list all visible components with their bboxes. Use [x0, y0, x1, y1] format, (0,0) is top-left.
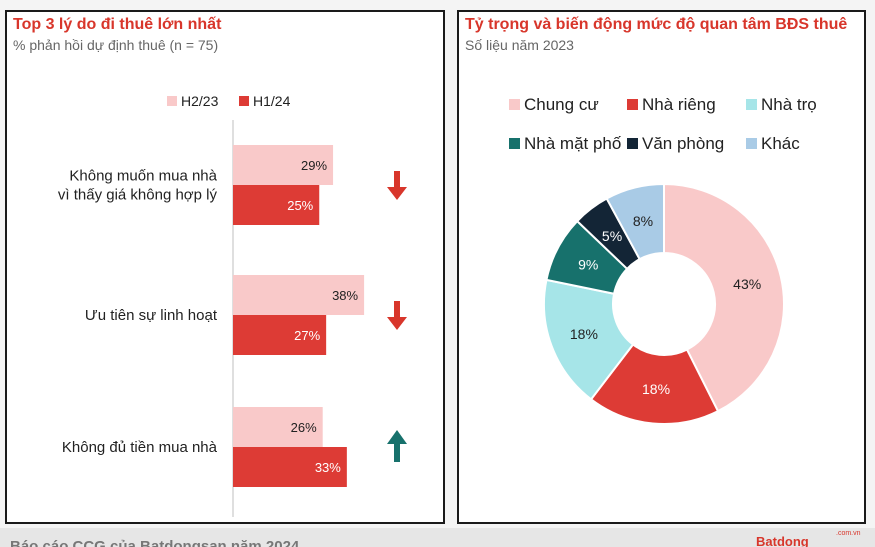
right-chart-title: Tỷ trọng và biến động mức độ quan tâm BĐ… — [465, 16, 848, 33]
legend-swatch — [239, 96, 249, 106]
slice-value-label: 8% — [633, 213, 653, 229]
arrow-down-icon — [387, 171, 407, 200]
bar — [233, 447, 347, 487]
pie-legend-item: Nhà trọ — [746, 95, 817, 114]
slice-value-label: 18% — [570, 326, 598, 342]
left-chart-title: Top 3 lý do đi thuê lớn nhất — [13, 16, 222, 33]
legend-swatch — [746, 99, 757, 110]
left-chart-panel: Top 3 lý do đi thuê lớn nhất % phản hồi … — [5, 10, 445, 524]
bar-chart: H2/23 H1/24 29% 25% Không muốn mua nhà vì thấ… — [58, 93, 407, 517]
bar — [233, 185, 320, 225]
legend-label: Văn phòng — [642, 134, 724, 153]
donut-chart: Chung cư Nhà riêng Nhà trọ Nhà mặt phố Văn p… — [509, 95, 817, 425]
donut-slice — [605, 182, 665, 261]
bar-value-label: 27% — [294, 328, 320, 343]
bar-value-label: 38% — [332, 288, 358, 303]
arrow-down-icon — [387, 301, 407, 330]
donut-slice — [589, 343, 720, 425]
donut-slice — [663, 182, 785, 413]
pie-legend-item: Chung cư — [509, 95, 599, 114]
brand-logo-suffix: .com.vn — [836, 530, 861, 537]
category-label: Không muốn mua nhà — [69, 168, 217, 185]
footer-caption: Báo cáo CCG của Batdongsan năm 2024 — [10, 538, 300, 547]
legend-swatch — [167, 96, 177, 106]
right-chart-panel: Tỷ trọng và biến động mức độ quan tâm BĐ… — [457, 10, 866, 524]
category-label: Ưu tiên sự linh hoạt — [85, 307, 218, 324]
bar — [233, 315, 327, 355]
legend-swatch — [746, 138, 757, 149]
legend-swatch — [627, 138, 638, 149]
bar-value-label: 29% — [301, 158, 327, 173]
legend-swatch — [509, 99, 520, 110]
brand-logo: Batdong — [756, 534, 809, 547]
slice-value-label: 9% — [578, 256, 598, 272]
slice-value-label: 18% — [642, 381, 670, 397]
pie-legend-item: Nhà riêng — [627, 95, 716, 114]
category-label: vì thấy giá không hợp lý — [58, 187, 218, 204]
bar-value-label: 26% — [291, 420, 317, 435]
slice-value-label: 43% — [733, 276, 761, 292]
bar — [233, 407, 323, 447]
legend-swatch — [627, 99, 638, 110]
pie-legend-item: Nhà mặt phố — [509, 134, 622, 153]
footer-bar — [0, 528, 875, 547]
legend-label: Khác — [761, 134, 800, 153]
arrow-up-icon — [387, 430, 407, 462]
pie-legend-item: Khác — [746, 134, 800, 153]
legend-swatch — [509, 138, 520, 149]
bar — [233, 275, 365, 315]
bar — [233, 145, 334, 185]
bar-legend: H2/23 H1/24 — [167, 93, 291, 109]
right-chart-subtitle: Số liệu năm 2023 — [465, 37, 574, 53]
legend-label: H2/23 — [181, 93, 219, 109]
legend-label: Chung cư — [524, 95, 599, 114]
legend-label: Nhà mặt phố — [524, 134, 622, 153]
slice-value-label: 5% — [602, 228, 622, 244]
category-label: Không đủ tiền mua nhà — [62, 439, 218, 456]
left-chart-subtitle: % phản hồi dự định thuê (n = 75) — [13, 37, 219, 53]
legend-label: Nhà riêng — [642, 95, 716, 114]
legend-label: H1/24 — [253, 93, 291, 109]
pie-legend-item: Văn phòng — [627, 134, 724, 153]
bar-value-label: 33% — [315, 460, 341, 475]
donut-slice — [543, 278, 635, 401]
bar-value-label: 25% — [287, 198, 313, 213]
legend-label: Nhà trọ — [761, 95, 817, 114]
